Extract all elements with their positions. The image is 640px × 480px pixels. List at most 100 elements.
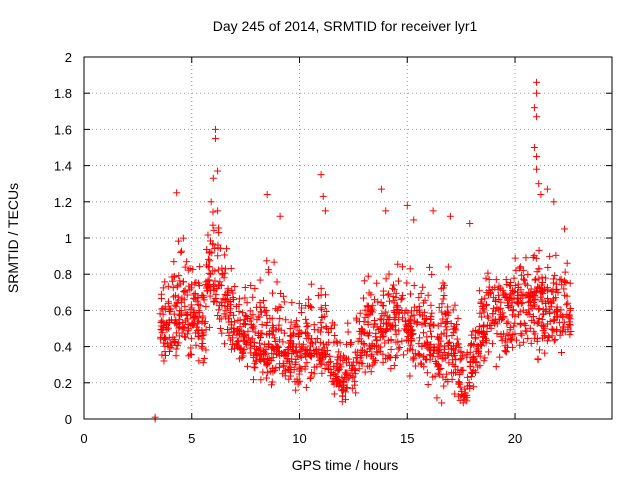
data-point xyxy=(442,323,450,331)
data-point xyxy=(165,348,173,356)
data-point xyxy=(216,278,224,286)
data-point xyxy=(214,266,222,274)
data-point xyxy=(227,345,235,353)
data-point xyxy=(461,385,469,393)
data-point xyxy=(203,282,211,290)
data-point xyxy=(195,308,203,316)
data-point xyxy=(517,263,525,271)
data-point xyxy=(276,315,284,323)
data-point xyxy=(397,296,405,304)
data-point xyxy=(241,321,249,329)
data-point xyxy=(209,208,217,216)
data-point xyxy=(199,314,207,322)
data-point xyxy=(262,321,270,329)
data-point xyxy=(370,317,378,325)
data-point xyxy=(437,330,445,338)
data-point xyxy=(322,322,330,330)
data-point xyxy=(161,278,169,286)
data-point xyxy=(369,361,377,369)
data-point xyxy=(438,355,446,363)
data-point xyxy=(338,386,346,394)
data-point xyxy=(171,319,179,327)
data-point xyxy=(530,302,538,310)
data-point xyxy=(470,383,478,391)
data-point xyxy=(256,339,264,347)
data-point xyxy=(522,254,530,262)
data-point xyxy=(456,383,464,391)
data-point xyxy=(250,363,258,371)
data-point xyxy=(256,347,264,355)
data-point xyxy=(369,355,377,363)
data-point xyxy=(340,381,348,389)
data-point xyxy=(302,315,310,323)
data-point xyxy=(172,345,180,353)
data-point xyxy=(260,355,268,363)
data-point xyxy=(390,361,398,369)
data-point xyxy=(258,321,266,329)
data-point xyxy=(500,314,508,322)
data-point xyxy=(211,277,219,285)
data-point xyxy=(384,316,392,324)
data-point xyxy=(178,247,186,255)
data-point xyxy=(476,309,484,317)
data-point xyxy=(556,276,564,284)
data-point xyxy=(290,331,298,339)
data-point xyxy=(244,362,252,370)
data-point xyxy=(263,374,271,382)
data-point xyxy=(541,349,549,357)
data-point xyxy=(360,294,368,302)
data-point xyxy=(533,287,541,295)
data-point xyxy=(177,248,185,256)
data-point xyxy=(451,352,459,360)
data-point xyxy=(275,325,283,333)
data-point xyxy=(441,309,449,317)
data-point xyxy=(449,356,457,364)
data-point xyxy=(265,268,273,276)
data-point xyxy=(435,304,443,312)
data-point xyxy=(212,290,220,298)
data-point xyxy=(503,338,511,346)
data-point xyxy=(514,291,522,299)
data-point xyxy=(201,318,209,326)
data-point xyxy=(317,284,325,292)
data-point xyxy=(342,369,350,377)
data-point xyxy=(520,276,528,284)
data-point xyxy=(160,339,168,347)
data-point xyxy=(216,302,224,310)
data-point xyxy=(172,302,180,310)
data-point xyxy=(333,353,341,361)
data-point xyxy=(356,351,364,359)
data-point xyxy=(159,284,167,292)
data-point xyxy=(379,333,387,341)
data-point xyxy=(180,324,188,332)
data-point xyxy=(218,264,226,272)
data-point xyxy=(232,302,240,310)
data-point xyxy=(285,357,293,365)
data-point xyxy=(170,273,178,281)
data-point xyxy=(170,258,178,266)
data-point xyxy=(202,284,210,292)
data-point xyxy=(317,355,325,363)
data-point xyxy=(457,355,465,363)
data-point xyxy=(501,342,509,350)
data-point xyxy=(263,311,271,319)
data-point xyxy=(159,318,167,326)
data-point xyxy=(435,334,443,342)
data-point xyxy=(271,366,279,374)
data-point xyxy=(516,308,524,316)
data-point xyxy=(356,309,364,317)
data-point xyxy=(162,352,170,360)
data-point xyxy=(286,336,294,344)
data-point xyxy=(430,346,438,354)
data-point xyxy=(179,234,187,242)
data-point xyxy=(527,339,535,347)
data-point xyxy=(464,373,472,381)
data-point xyxy=(323,361,331,369)
data-point xyxy=(526,310,534,318)
data-point xyxy=(243,312,251,320)
data-point xyxy=(169,284,177,292)
data-point xyxy=(330,339,338,347)
data-point xyxy=(544,295,552,303)
data-point xyxy=(204,287,212,295)
data-point xyxy=(444,339,452,347)
